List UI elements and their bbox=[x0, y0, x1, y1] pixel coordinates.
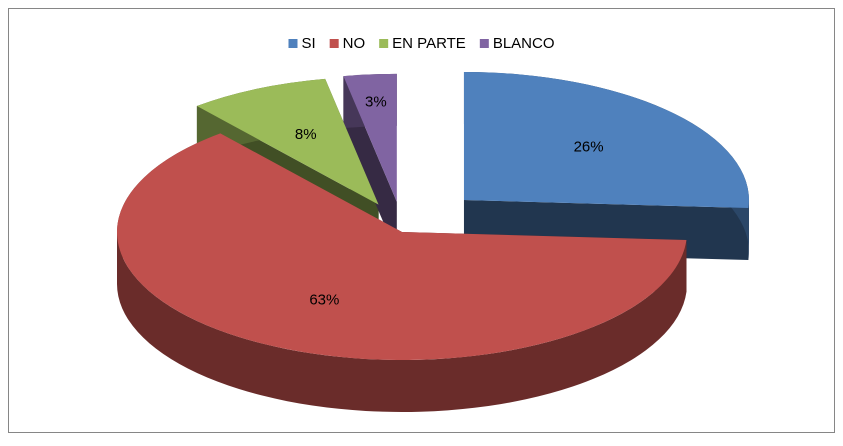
data-label: 3% bbox=[365, 93, 387, 110]
legend-label: BLANCO bbox=[493, 35, 555, 52]
legend-label: EN PARTE bbox=[392, 35, 466, 52]
slice bbox=[116, 133, 687, 360]
legend: SI NO EN PARTE BLANCO bbox=[288, 35, 555, 52]
legend-label: SI bbox=[301, 35, 315, 52]
legend-swatch bbox=[329, 39, 339, 48]
legend-label: NO bbox=[343, 35, 366, 52]
data-label: 26% bbox=[574, 138, 604, 155]
slice bbox=[463, 71, 749, 209]
slice-side bbox=[117, 232, 687, 413]
data-label: 63% bbox=[309, 291, 339, 308]
legend-swatch bbox=[288, 39, 298, 48]
slice bbox=[196, 78, 379, 205]
legend-swatch bbox=[479, 39, 489, 48]
legend-swatch bbox=[379, 39, 389, 48]
data-label: 8% bbox=[295, 126, 317, 143]
slice bbox=[343, 73, 397, 202]
